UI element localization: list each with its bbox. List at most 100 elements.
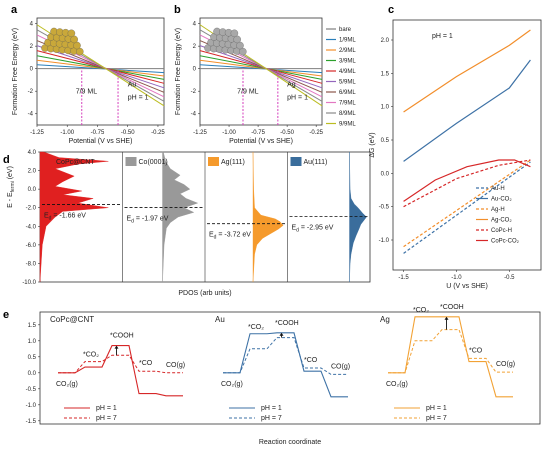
section-label: CoPc@CNT: [56, 159, 95, 166]
legend-label: Au-CO₂: [491, 197, 512, 203]
y-tick-label: -6.0: [26, 243, 37, 249]
legend-swatch: [125, 157, 137, 166]
series-line-Au-CO₂: [403, 59, 531, 162]
y-tick-label: 0.0: [28, 187, 37, 193]
x-axis-label: PDOS (arb units): [178, 290, 231, 297]
ph-label: pH = 1: [287, 95, 308, 102]
panel-letter: a: [11, 4, 18, 16]
y-tick-label: 0: [193, 67, 197, 73]
species-label: *CO: [304, 357, 318, 364]
ed-label-sub: d: [296, 228, 299, 234]
metal-label: Ag: [287, 82, 296, 89]
legend-label: pH = 7: [426, 415, 447, 422]
y-tick-label: 0.5: [381, 138, 390, 144]
atom-sphere: [67, 29, 76, 38]
legend-label: 2/9ML: [339, 48, 356, 54]
y-tick-label: -1.5: [26, 419, 37, 425]
energy-profile-section: CoPc@CNT CO₂(g) *CO₂ *COOH *CO CO(g) pH = 1 pH …: [50, 315, 185, 422]
panel-c: c -1.5 -1.0 -0.5 -1.0 -0.5 0.0 0.5 1.0 1.5 2.0 U (V…: [369, 4, 542, 290]
species-label: CO₂(g): [221, 381, 243, 388]
pdos-area: [252, 151, 284, 283]
legend-label: Ag-H: [491, 207, 505, 213]
x-tick-label: -0.50: [121, 130, 135, 136]
y-tick-label: 2.0: [28, 169, 37, 175]
pdos-area: [162, 151, 199, 283]
series-line-1/9ML: [199, 64, 323, 74]
profile-ph1: [58, 345, 183, 397]
y-tick-label: -1.0: [379, 238, 390, 244]
profile-ph7: [388, 329, 513, 374]
y-axis-label: ΔG (eV): [369, 132, 376, 157]
y-axis-label-sub: fermi: [10, 181, 16, 192]
x-tick-label: -1.00: [222, 130, 236, 136]
panel-a: a -1.25 -1.00 -0.75 -0.50 -0.25 -4 -2 0 2 4 Potenti…: [11, 4, 165, 145]
y-tick-label: 4: [193, 22, 197, 28]
panel-letter: c: [388, 4, 394, 16]
atom-sphere: [236, 41, 244, 50]
y-tick-label: -0.5: [379, 205, 390, 211]
ed-label: Ed = -1.97 eV: [127, 215, 169, 224]
y-tick-label: -10.0: [22, 280, 36, 286]
profile-ph1: [223, 332, 348, 398]
y-axis-label-tail: (eV): [7, 166, 14, 181]
section-label: CoPc@CNT: [50, 315, 94, 324]
y-tick-label: 2.0: [381, 38, 390, 44]
series-line-CoPc-CO₂: [403, 159, 531, 202]
y-axis-label: E - Efermi (eV): [7, 166, 16, 208]
species-label: *COOH: [440, 304, 464, 311]
ml-label: 7/9 ML: [237, 88, 259, 95]
pdos-section: Ag(111) Ed = -3.72 eV: [204, 151, 286, 283]
plot-frame: [199, 17, 323, 126]
atom-sphere: [73, 41, 81, 50]
pdos-section: CoPc@CNT Ed = -1.66 eV: [39, 151, 121, 283]
atom-sphere: [233, 35, 241, 44]
section-label: Au: [215, 315, 225, 324]
y-tick-label: 1.0: [381, 105, 390, 111]
legend-label: Au-H: [491, 186, 505, 192]
panel-letter: e: [3, 309, 9, 321]
y-tick-label: -4: [191, 112, 197, 118]
ed-label-sub: d: [49, 216, 52, 222]
series-line-3/9ML: [199, 55, 323, 80]
legend-label: 1/9ML: [339, 38, 356, 44]
series-line-3/9ML: [36, 55, 165, 80]
legend-label: bare: [339, 27, 352, 33]
y-tick-label: -8.0: [26, 261, 37, 267]
metal-label: Au: [128, 82, 137, 89]
shift-arrow-head: [114, 345, 119, 349]
y-tick-label: 2: [30, 44, 34, 50]
series-line-1/9ML: [36, 64, 165, 74]
legend-label: pH = 1: [96, 405, 117, 412]
species-label: *CO₂: [83, 352, 99, 359]
x-tick-label: -0.25: [309, 130, 323, 136]
x-axis-label: U (V vs SHE): [446, 283, 488, 290]
x-tick-label: -1.25: [30, 130, 44, 136]
legend-label: pH = 1: [261, 405, 282, 412]
section-label: Au(111): [304, 159, 328, 166]
plot-frame: [392, 19, 542, 271]
x-tick-label: -0.50: [280, 130, 294, 136]
legend-label: 5/9ML: [339, 80, 356, 86]
legend-label: 8/9ML: [339, 111, 356, 117]
atom-sphere: [76, 47, 84, 56]
y-tick-label: 4: [30, 22, 34, 28]
x-tick-label: -1.00: [60, 130, 74, 136]
ed-label-value: = -3.72 eV: [216, 232, 251, 239]
species-label: *CO: [469, 347, 483, 354]
species-label: CO(g): [331, 363, 350, 370]
legend-label: CoPc-H: [491, 228, 512, 234]
y-tick-label: 2: [193, 44, 197, 50]
ml-label: 7/9 ML: [76, 88, 98, 95]
series-line-Ag-H: [403, 159, 531, 248]
species-label: *COOH: [110, 333, 134, 340]
ed-label-value: = -1.66 eV: [51, 213, 86, 220]
ed-label-sub: d: [131, 218, 134, 224]
species-label: CO₂(g): [386, 381, 408, 388]
plot-frame: [39, 311, 541, 425]
panel-b: b -1.25 -1.00 -0.75 -0.50 -0.25 -4 -2 0 2 4 Potenti…: [174, 4, 356, 145]
ed-label: Ed = -3.72 eV: [209, 232, 251, 241]
series-line-2/9ML: [199, 59, 323, 77]
y-tick-label: 1.5: [28, 323, 37, 329]
energy-profile-section: Au CO₂(g) *CO₂ *COOH *CO CO(g) pH = 1 pH = 7: [215, 315, 350, 422]
y-tick-label: -2: [28, 89, 34, 95]
